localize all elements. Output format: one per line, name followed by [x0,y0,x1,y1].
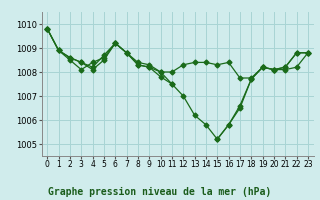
Text: Graphe pression niveau de la mer (hPa): Graphe pression niveau de la mer (hPa) [48,187,272,197]
